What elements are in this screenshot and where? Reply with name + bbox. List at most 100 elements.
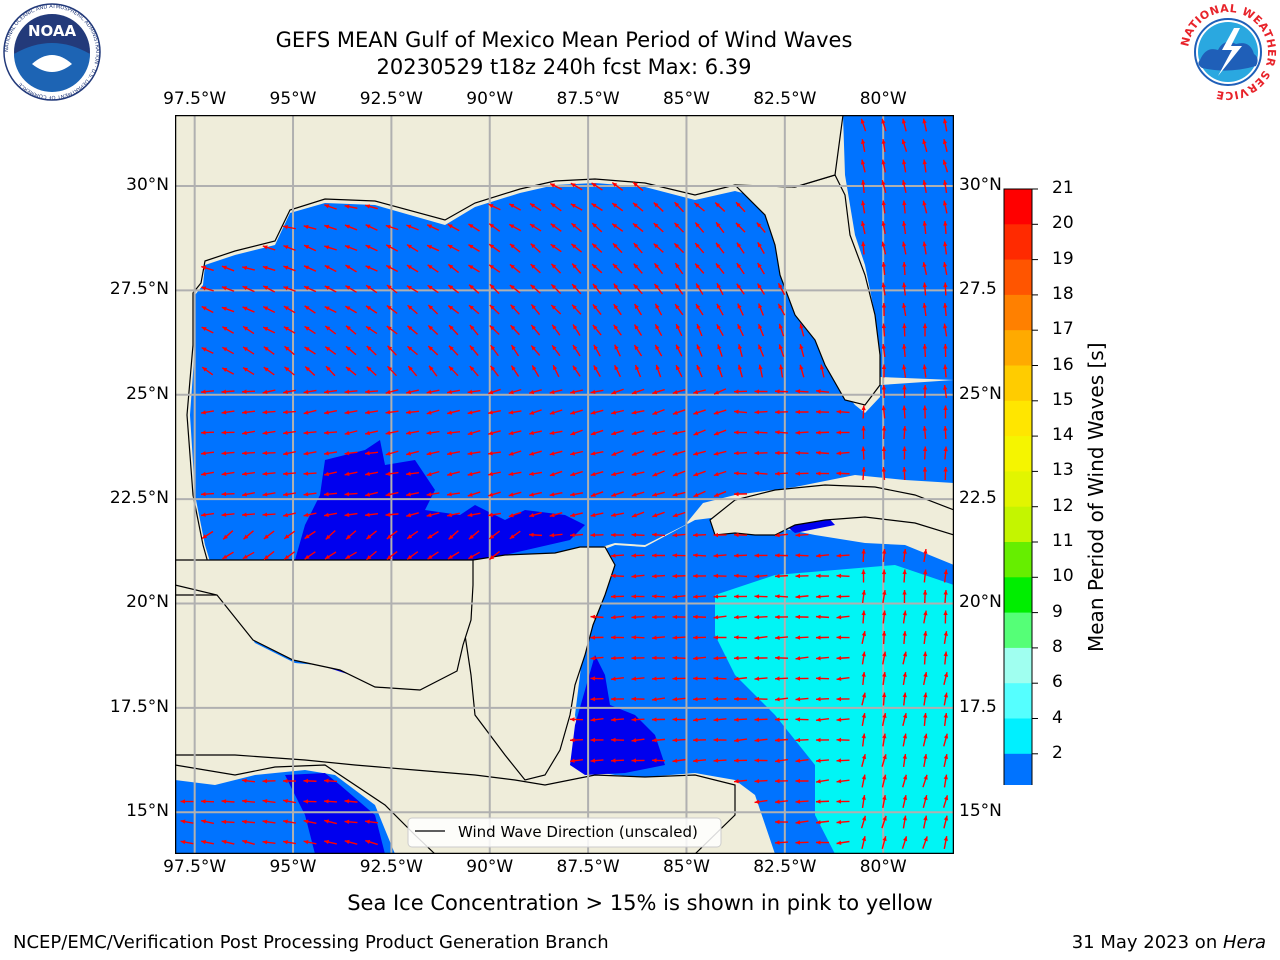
wind-wave-arrow-head xyxy=(775,533,780,538)
sea-ice-note: Sea Ice Concentration > 15% is shown in … xyxy=(347,891,933,915)
wind-wave-arrow-head xyxy=(324,306,330,311)
wind-wave-arrow-head xyxy=(676,365,681,371)
wind-wave-arrow-head xyxy=(508,389,514,395)
wind-wave-arrow-head xyxy=(611,553,616,558)
wind-wave-arrow-head xyxy=(634,303,639,309)
wind-wave-arrow-head xyxy=(836,430,842,435)
wind-wave-arrow-head xyxy=(570,717,575,722)
wind-wave-arrow-head xyxy=(448,264,454,269)
wind-wave-arrow-head xyxy=(672,513,678,518)
wind-wave-arrow-head xyxy=(779,364,784,370)
wind-wave-arrow-head xyxy=(754,717,760,722)
wind-wave-arrow-head xyxy=(549,512,555,518)
wind-wave-arrow-head xyxy=(631,758,637,763)
wind-wave-arrow-head xyxy=(344,451,350,456)
wind-wave-arrow-head xyxy=(201,306,207,311)
wind-wave-arrow-head xyxy=(881,118,886,124)
lat-label-left: 17.5°N xyxy=(109,696,169,717)
wind-wave-arrow-head xyxy=(836,799,842,804)
wind-wave-arrow-head xyxy=(713,594,719,599)
wind-wave-arrow-head xyxy=(222,347,228,352)
wind-wave-arrow-head xyxy=(365,224,371,229)
wind-wave-arrow-head xyxy=(942,139,948,145)
wind-wave-arrow-head xyxy=(386,265,392,270)
wind-wave-arrow-head xyxy=(283,306,289,311)
wind-wave-arrow-head xyxy=(861,672,866,677)
wind-wave-arrow-head xyxy=(861,180,866,185)
wind-wave-arrow-head xyxy=(652,472,658,477)
wind-wave-arrow-head xyxy=(754,409,760,415)
wind-wave-arrow-head xyxy=(549,492,555,497)
wind-wave-arrow-head xyxy=(943,221,948,226)
wind-wave-arrow-head xyxy=(881,344,886,349)
footer-machine: Hera xyxy=(1222,932,1266,953)
wind-wave-arrow-head xyxy=(613,304,619,310)
wind-wave-arrow-head xyxy=(488,512,493,517)
wind-wave-arrow-head xyxy=(634,345,639,351)
wind-wave-arrow-head xyxy=(242,389,247,394)
wind-wave-arrow-head xyxy=(283,430,288,435)
wind-wave-arrow-head xyxy=(490,365,496,371)
wind-wave-arrow-head xyxy=(572,345,578,351)
wind-wave-arrow-head xyxy=(713,553,719,558)
wind-wave-arrow-head xyxy=(529,224,535,229)
wind-wave-arrow-head xyxy=(529,513,535,518)
wind-wave-arrow-head xyxy=(902,795,908,801)
wind-wave-arrow-head xyxy=(653,243,659,249)
lat-label-left: 25°N xyxy=(126,383,169,404)
wind-wave-arrow-head xyxy=(551,263,557,269)
wind-wave-arrow-head xyxy=(943,692,949,698)
wind-wave-arrow-head xyxy=(508,430,514,436)
wind-wave-arrow-head xyxy=(816,676,821,681)
wind-wave-arrow-head xyxy=(386,534,392,539)
wind-wave-arrow-head xyxy=(693,532,698,538)
wind-wave-arrow-head xyxy=(303,819,309,824)
wind-wave-arrow-head xyxy=(611,410,617,415)
wind-wave-arrow-head xyxy=(713,758,719,763)
wind-wave-arrow-head xyxy=(365,512,370,517)
lat-label-right: 25°N xyxy=(959,383,1002,404)
wind-wave-arrow-head xyxy=(860,159,866,165)
wind-wave-arrow-head xyxy=(449,345,454,351)
wind-wave-arrow-head xyxy=(693,492,699,497)
wind-wave-arrow-head xyxy=(882,549,887,554)
wind-wave-arrow-head xyxy=(529,532,534,538)
wind-wave-arrow-head xyxy=(263,534,269,539)
wind-wave-arrow-head xyxy=(754,676,760,681)
wind-wave-arrow-head xyxy=(303,799,309,804)
wind-wave-arrow-head xyxy=(693,451,699,456)
wind-wave-arrow-head xyxy=(303,778,309,784)
colorbar-segment xyxy=(1004,400,1032,437)
footer-left: NCEP/EMC/Verification Post Processing Pr… xyxy=(13,932,609,953)
wind-wave-arrow-head xyxy=(304,265,310,270)
wind-wave-arrow-head xyxy=(922,262,927,268)
wind-wave-arrow-head xyxy=(590,471,596,477)
wind-wave-arrow-head xyxy=(611,532,616,538)
wind-wave-arrow-head xyxy=(550,183,556,188)
lon-label-top: 82.5°W xyxy=(753,89,817,109)
wind-wave-arrow-head xyxy=(943,569,948,575)
wind-wave-arrow-head xyxy=(652,758,657,763)
wind-wave-arrow-head xyxy=(737,344,743,350)
wind-wave-arrow-head xyxy=(754,696,760,702)
wind-wave-arrow-head xyxy=(795,820,801,825)
wind-wave-arrow-head xyxy=(715,202,721,208)
wind-wave-arrow-head xyxy=(447,512,453,518)
wind-wave-arrow-head xyxy=(836,758,842,763)
wind-wave-arrow-head xyxy=(713,717,719,722)
wind-wave-arrow-head xyxy=(591,182,597,188)
wind-wave-arrow-head xyxy=(754,389,760,394)
wind-wave-arrow-head xyxy=(652,573,657,579)
colorbar-tick-label: 16 xyxy=(1052,354,1074,375)
wind-wave-arrow-head xyxy=(611,512,616,518)
wind-wave-arrow-head xyxy=(942,200,948,206)
wind-wave-arrow-head xyxy=(816,389,821,394)
wind-wave-arrow-head xyxy=(303,410,309,415)
wind-wave-arrow-head xyxy=(303,839,309,845)
wind-wave-arrow-head xyxy=(860,118,865,124)
wind-wave-arrow-head xyxy=(426,451,432,456)
wind-wave-arrow-head xyxy=(406,410,411,415)
lon-label-bottom: 87.5°W xyxy=(556,857,620,877)
wind-wave-arrow-head xyxy=(754,594,760,599)
wind-wave-arrow-head xyxy=(221,512,227,517)
